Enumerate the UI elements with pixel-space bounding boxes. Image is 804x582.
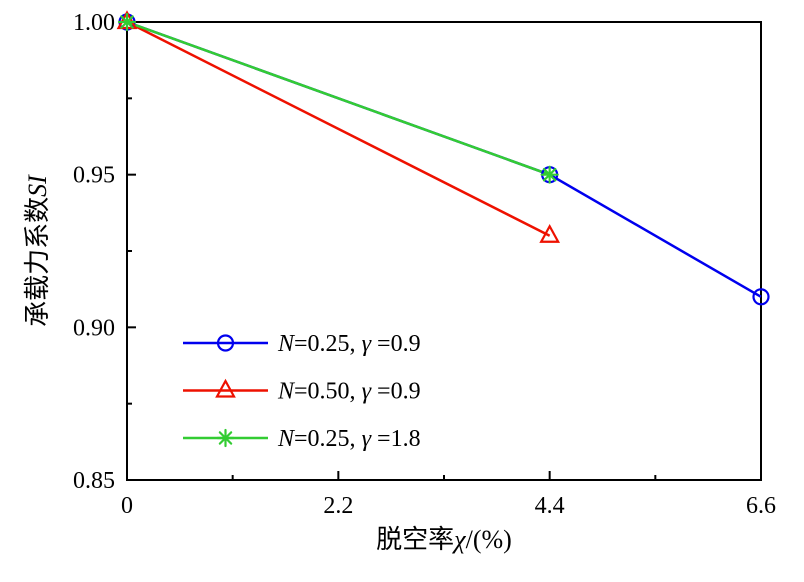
legend-entry: N=0.50, γ =0.9 [183, 379, 421, 405]
x-tick-label: 0 [121, 493, 133, 519]
legend-label: N=0.25, γ =1.8 [277, 426, 421, 452]
x-axis-title: 脱空率χ/(%) [376, 525, 512, 554]
series-line [126, 20, 551, 237]
marker-circle [216, 334, 235, 352]
y-axis-title: 承载力系数SI [23, 174, 52, 327]
marker-circle [752, 288, 770, 306]
marker-asterisk [216, 428, 235, 448]
y-tick-label: 0.90 [73, 315, 115, 341]
x-tick-label: 2.2 [323, 493, 353, 519]
marker-triangle [215, 378, 236, 398]
plot-border [126, 21, 762, 481]
marker-asterisk [117, 12, 137, 32]
x-tick-label: 6.6 [746, 493, 776, 519]
series-line [126, 20, 551, 176]
legend-entry: N=0.25, γ =1.8 [183, 426, 421, 452]
y-tick-label: 1.00 [73, 10, 115, 36]
legend-entry: N=0.25, γ =0.9 [183, 331, 421, 357]
y-tick-label: 0.85 [73, 468, 115, 494]
marker-triangle [539, 223, 561, 243]
x-tick-label: 4.4 [535, 493, 565, 519]
legend-label: N=0.50, γ =0.9 [277, 379, 421, 405]
series-line [126, 20, 762, 298]
y-tick-label: 0.95 [73, 163, 115, 189]
marker-asterisk [540, 165, 559, 184]
legend-label: N=0.25, γ =0.9 [277, 331, 421, 357]
